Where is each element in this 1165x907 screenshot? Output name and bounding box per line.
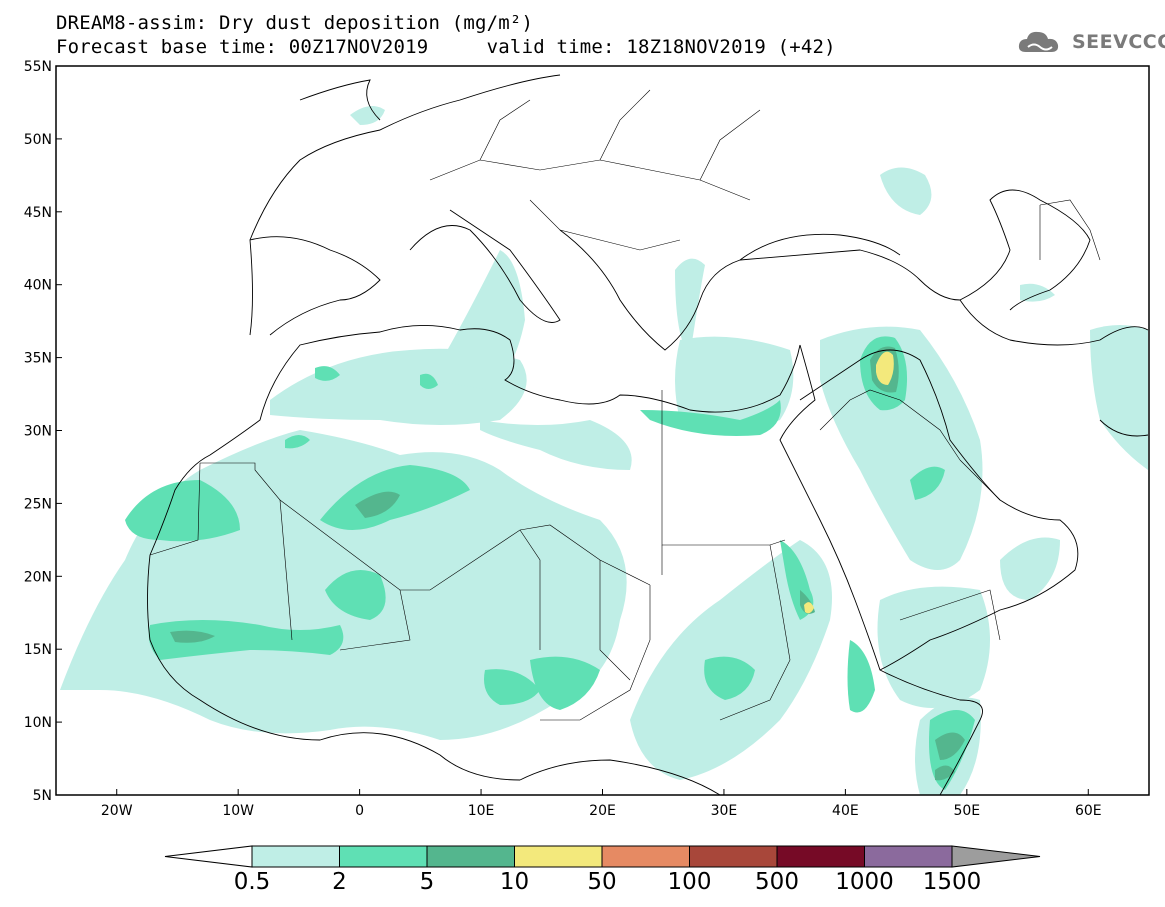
logo-text: SEEVCCC xyxy=(1072,31,1165,53)
lon-tick-label: 50E xyxy=(953,803,980,819)
base-time-label: Forecast base time: 00Z17NOV2019 xyxy=(56,36,429,58)
colorbar-swatch xyxy=(514,845,603,868)
lon-tick-label: 20W xyxy=(101,803,133,819)
colorbar-label: 10 xyxy=(500,869,529,895)
map-title: DREAM8-assim: Dry dust deposition (mg/m²… xyxy=(56,12,534,34)
colorbar-swatch xyxy=(601,845,690,868)
lat-tick-label: 25N xyxy=(24,496,52,512)
colorbar-label: 5 xyxy=(420,869,435,895)
lat-tick-label: 20N xyxy=(24,569,52,585)
lat-tick-label: 10N xyxy=(24,715,52,731)
colorbar-label: 1000 xyxy=(835,869,894,895)
colorbar-swatch xyxy=(864,845,953,868)
lat-tick-label: 35N xyxy=(24,351,52,367)
lon-tick-label: 30E xyxy=(711,803,738,819)
map-subtitle: Forecast base time: 00Z17NOV2019 valid t… xyxy=(56,36,836,58)
colorbar-swatch xyxy=(426,845,515,868)
lat-tick-label: 40N xyxy=(24,278,52,294)
colorbar-over-arrow xyxy=(951,845,1041,868)
colorbar: 0.5 2 5 10 50 100 500 1000 1500 xyxy=(164,845,1041,895)
colorbar-label: 50 xyxy=(587,869,616,895)
country-borders xyxy=(149,89,1101,721)
colorbar-swatch xyxy=(251,845,340,868)
colorbar-label: 100 xyxy=(668,869,712,895)
colorbar-label: 500 xyxy=(755,869,799,895)
lat-tick-label: 5N xyxy=(33,788,52,804)
lat-axis: 55N 50N 45N 40N 35N 30N 25N 20N 15N 10N 5N xyxy=(24,59,62,804)
lat-tick-label: 55N xyxy=(24,59,52,75)
lon-tick-label: 10W xyxy=(222,803,254,819)
colorbar-label: 0.5 xyxy=(234,869,271,895)
lon-tick-label: 20E xyxy=(589,803,616,819)
colorbar-swatch xyxy=(339,845,428,868)
coastlines xyxy=(147,74,1149,795)
lon-axis: 20W 10W 0 10E 20E 30E 40E 50E 60E xyxy=(101,789,1102,819)
colorbar-under-arrow xyxy=(164,845,253,868)
lon-tick-label: 40E xyxy=(832,803,859,819)
colorbar-swatch xyxy=(689,845,778,868)
lat-tick-label: 30N xyxy=(24,424,52,440)
lat-tick-label: 45N xyxy=(24,205,52,221)
colorbar-label: 1500 xyxy=(923,869,982,895)
colorbar-swatch xyxy=(776,845,865,868)
lon-tick-label: 10E xyxy=(468,803,495,819)
lon-tick-label: 60E xyxy=(1075,803,1102,819)
colorbar-label: 2 xyxy=(332,869,347,895)
dust-fields xyxy=(60,74,1149,795)
cloud-logo-icon xyxy=(1018,31,1059,52)
lat-tick-label: 50N xyxy=(24,132,52,148)
lon-tick-label: 0 xyxy=(355,803,364,819)
lat-tick-label: 15N xyxy=(24,642,52,658)
valid-time-label: valid time: 18Z18NOV2019 (+42) xyxy=(486,36,836,58)
